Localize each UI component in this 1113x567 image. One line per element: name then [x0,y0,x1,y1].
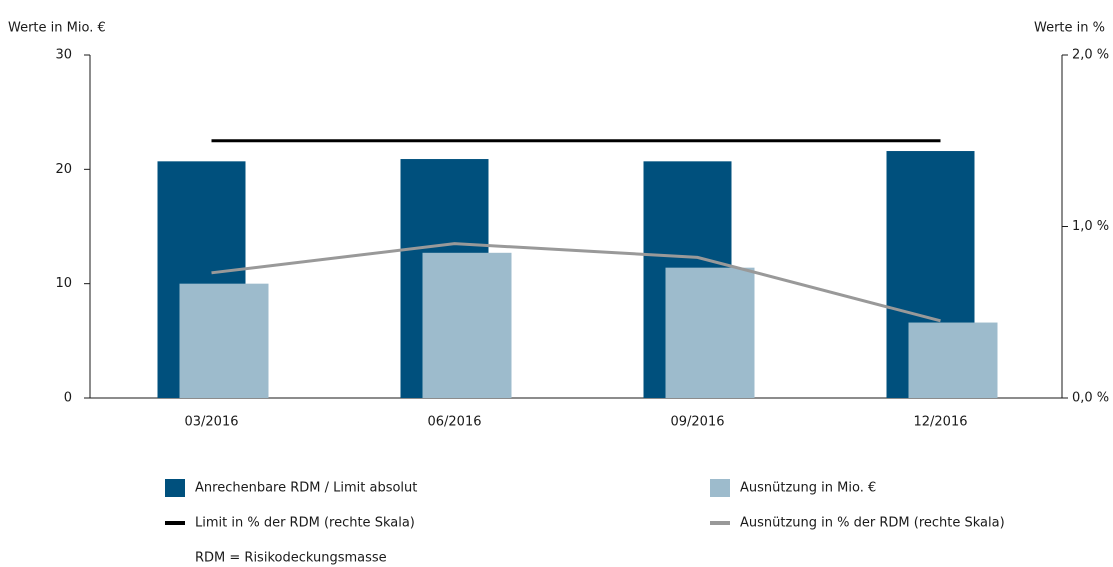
y-tick-label: 30 [55,48,72,63]
x-tick-label: 09/2016 [670,415,724,430]
note: RDM = Risikodeckungsmasse [195,551,387,566]
y-tick-label: 0 [64,391,72,406]
y-tick-label: 10 [55,276,72,291]
legend-swatch [710,479,730,497]
bar [665,267,755,398]
legend-swatch [165,479,185,497]
legend-label: Ausnützung in % der RDM (rechte Skala) [740,516,1005,531]
bar [422,252,512,398]
y2-tick-label: 1,0 % [1072,219,1109,234]
x-tick-label: 03/2016 [184,415,238,430]
bar [179,283,269,398]
legend-label: Ausnützung in Mio. € [740,481,876,496]
y2-tick-label: 2,0 % [1072,48,1109,63]
bar [908,322,998,398]
x-tick-label: 06/2016 [427,415,481,430]
legend-label: Anrechenbare RDM / Limit absolut [195,481,417,496]
x-tick-label: 12/2016 [913,415,967,430]
legend-label: Limit in % der RDM (rechte Skala) [195,516,415,531]
y-tick-label: 20 [55,162,72,177]
line [211,242,941,323]
y2-tick-label: 0,0 % [1072,391,1109,406]
y2-axis-label: Werte in % [1034,21,1105,36]
y-axis-label: Werte in Mio. € [8,21,106,36]
